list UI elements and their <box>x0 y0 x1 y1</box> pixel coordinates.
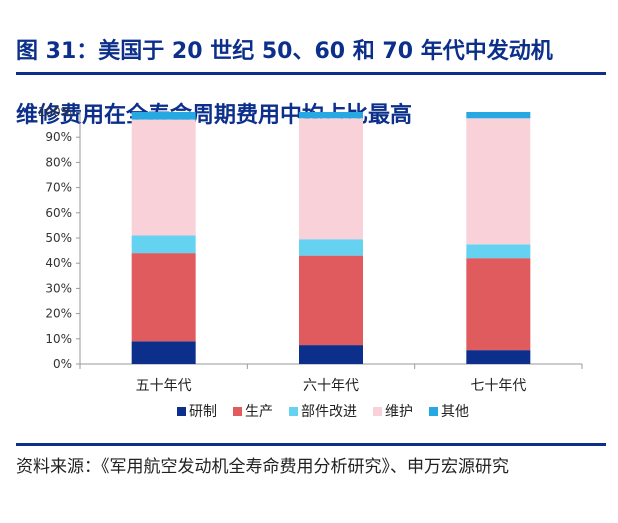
bar-segment <box>466 112 531 119</box>
bar-segment <box>299 255 363 346</box>
legend-swatch <box>429 407 438 416</box>
y-tick-label: 40% <box>45 256 72 270</box>
source-note: 资料来源：《军用航空发动机全寿命费用分析研究》、申万宏源研究 <box>16 457 509 477</box>
legend-label: 其他 <box>441 404 469 420</box>
legend-label: 维护 <box>385 404 413 420</box>
bar-segment <box>299 118 363 240</box>
title-divider <box>16 72 606 75</box>
legend-swatch <box>233 407 242 416</box>
x-category-label: 七十年代 <box>470 378 526 394</box>
bar-segment <box>131 119 196 236</box>
legend-swatch <box>289 407 298 416</box>
y-tick-label: 20% <box>45 307 72 321</box>
y-tick-label: 30% <box>45 281 72 295</box>
legend-label: 研制 <box>189 404 217 420</box>
legend-swatch <box>177 407 186 416</box>
x-category-label: 六十年代 <box>303 378 359 394</box>
bar-segment <box>299 239 363 256</box>
legend-label: 部件改进 <box>301 404 357 420</box>
y-tick-label: 90% <box>45 130 72 144</box>
figure-title: 图 31：美国于 20 世纪 50、60 和 70 年代中发动机 维修费用在全寿… <box>16 4 606 132</box>
y-tick-label: 70% <box>45 181 72 195</box>
y-tick-label: 100% <box>38 105 72 119</box>
bar-segment <box>299 112 363 119</box>
bar-segment <box>299 345 363 364</box>
bar-segment <box>131 112 196 120</box>
legend-label: 生产 <box>245 404 273 420</box>
bar-segment <box>466 118 531 245</box>
bar-segment <box>131 253 196 342</box>
x-category-label: 五十年代 <box>136 378 192 394</box>
bar-segment <box>131 235 196 254</box>
y-tick-label: 10% <box>45 332 72 346</box>
bar-segment <box>466 350 531 364</box>
footer-divider <box>16 443 606 446</box>
y-tick-label: 0% <box>53 357 72 371</box>
bar-segment <box>466 244 531 259</box>
legend-swatch <box>373 407 382 416</box>
bar-segment <box>131 341 196 364</box>
figure-title-line1: 图 31：美国于 20 世纪 50、60 和 70 年代中发动机 <box>16 39 553 64</box>
y-tick-label: 60% <box>45 206 72 220</box>
y-tick-label: 80% <box>45 155 72 169</box>
y-tick-label: 50% <box>45 231 72 245</box>
bar-segment <box>466 258 531 351</box>
